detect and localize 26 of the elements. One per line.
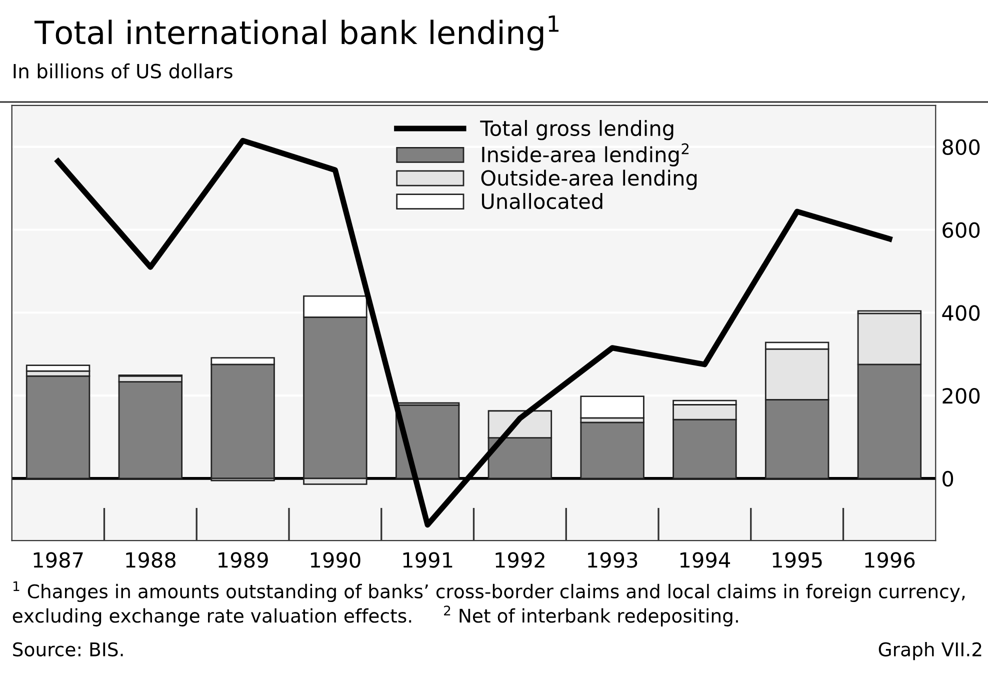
- x-tick-label: 1990: [310, 552, 360, 568]
- y-tick-label: 400: [942, 305, 980, 321]
- text: Graph VII.2: [878, 642, 982, 660]
- chart-title: Total international bank lending$^{1}$: [34, 15, 558, 51]
- legend-label: Outside-area lending: [481, 170, 697, 190]
- x-tick-label: 1991: [403, 552, 452, 568]
- x-tick-label: 1987: [34, 552, 83, 568]
- y-tick-label: 200: [942, 388, 980, 404]
- x-tick-label: 1994: [680, 552, 730, 568]
- x-tick-label: 1992: [496, 552, 544, 568]
- chart-subtitle: In billions of US dollars: [14, 63, 232, 78]
- x-tick-label: 1988: [126, 552, 176, 568]
- source-note: Source: BIS.: [13, 642, 123, 656]
- x-tick-label: 1993: [588, 552, 638, 568]
- bar: [26, 375, 90, 480]
- y-tick-label: 0: [942, 470, 954, 487]
- x-tick-label: 1996: [865, 552, 915, 568]
- bar: [580, 422, 644, 480]
- legend-label: Inside-area lending$^{2}$: [482, 143, 689, 166]
- text: $^{1}$ Changes in amounts outstanding of banks’ cross-border claims and local claims in foreign currency, excluding exchange rate valuation effects. $^{2}$ Net of interbank redepositing.: [12, 581, 965, 626]
- y-tick-label: 800: [942, 139, 980, 156]
- x-tick-label: 1995: [772, 552, 822, 568]
- x-tick-label: 1989: [218, 552, 268, 568]
- y-tick-label: 600: [942, 222, 980, 238]
- legend-label: Unallocated: [482, 193, 602, 210]
- legend-label: Total gross lending: [480, 120, 674, 140]
